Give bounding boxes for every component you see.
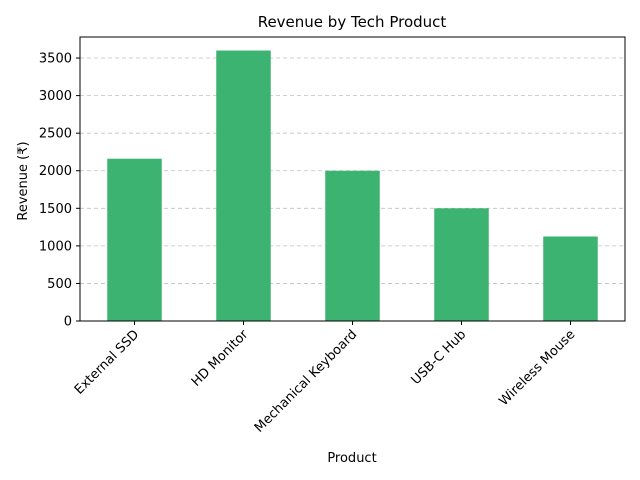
- bar: [543, 236, 598, 321]
- y-tick-label: 500: [47, 277, 72, 292]
- bar: [107, 158, 162, 321]
- y-tick-label: 3000: [39, 89, 72, 104]
- x-tick-label: External SSD: [72, 327, 142, 397]
- bar: [325, 170, 380, 321]
- y-tick-label: 2000: [39, 164, 72, 179]
- x-axis-ticks: External SSD HD Monitor Mechanical Keyboar…: [72, 321, 578, 436]
- x-tick-label: Wireless Mouse: [497, 327, 579, 409]
- x-tick-label: USB-C Hub: [409, 327, 470, 388]
- y-tick-label: 0: [64, 315, 72, 330]
- y-tick-label: 3500: [39, 52, 72, 67]
- bar: [434, 208, 489, 321]
- x-tick-label: Mechanical Keyboard: [252, 327, 360, 435]
- chart-title: Revenue by Tech Product: [258, 13, 447, 31]
- bars: [107, 50, 598, 322]
- bar: [216, 50, 271, 322]
- y-axis-ticks: 0 500 1000 1500 2000 2500 3000 3500: [39, 52, 80, 330]
- x-axis-label: Product: [327, 451, 376, 466]
- y-tick-label: 1000: [39, 239, 72, 254]
- y-tick-label: 1500: [39, 202, 72, 217]
- y-axis-label: Revenue (₹): [16, 141, 31, 220]
- y-tick-label: 2500: [39, 127, 72, 142]
- x-tick-label: HD Monitor: [189, 327, 252, 390]
